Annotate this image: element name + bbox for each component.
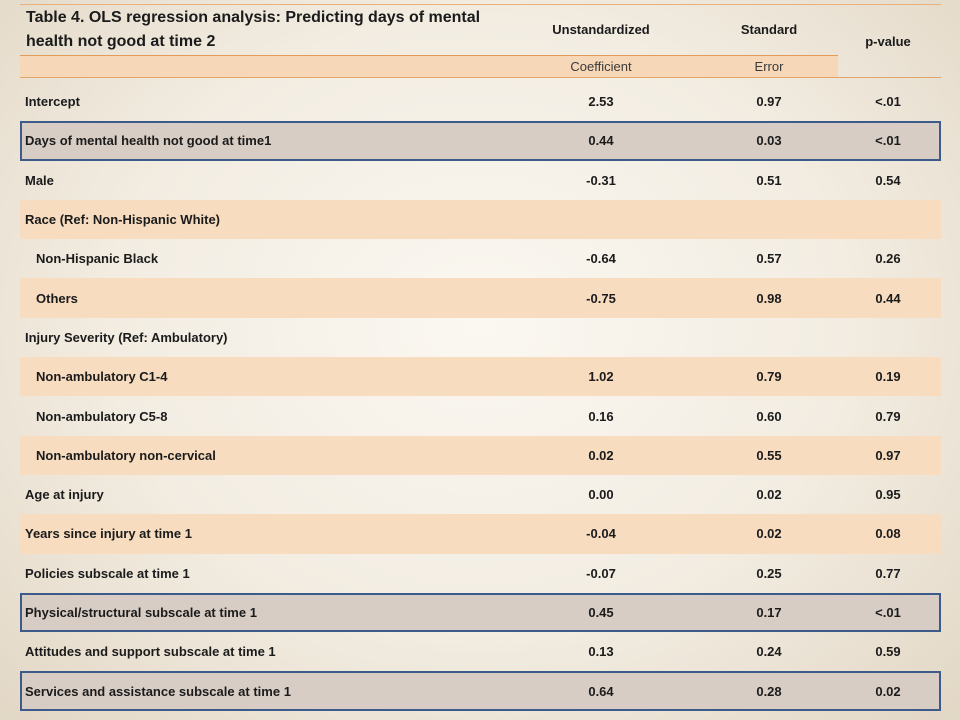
row-label: Race (Ref: Non-Hispanic White) bbox=[25, 212, 221, 228]
table-row: Days of mental health not good at time1 0… bbox=[20, 121, 941, 161]
table-row: Non-ambulatory non-cervical 0.02 0.55 0.97 bbox=[20, 435, 941, 475]
row-label: Policies subscale at time 1 bbox=[25, 565, 190, 581]
row-standard-error: 0.51 bbox=[756, 172, 782, 188]
row-p-value: 0.02 bbox=[875, 683, 901, 699]
row-coefficient: 0.16 bbox=[588, 408, 614, 424]
table-row: Attitudes and support subscale at time 1… bbox=[20, 632, 941, 671]
row-label: Non-ambulatory C1-4 bbox=[36, 369, 168, 385]
row-p-value: 0.26 bbox=[875, 251, 901, 267]
table-row: Non-ambulatory C1-4 1.02 0.79 0.19 bbox=[20, 357, 941, 397]
row-label: Age at injury bbox=[25, 487, 104, 503]
row-coefficient: -0.31 bbox=[586, 172, 616, 188]
row-label: Non-ambulatory non-cervical bbox=[36, 447, 216, 463]
header-rule bbox=[20, 55, 838, 56]
row-label: Male bbox=[25, 172, 54, 188]
table-row: Services and assistance subscale at time… bbox=[20, 671, 941, 711]
table-row: Policies subscale at time 1 -0.07 0.25 0.77 bbox=[20, 554, 941, 593]
row-label: Services and assistance subscale at time… bbox=[25, 683, 291, 699]
row-coefficient: 0.00 bbox=[588, 487, 614, 503]
row-standard-error bbox=[708, 318, 830, 357]
row-p-value: 0.19 bbox=[875, 369, 901, 385]
row-standard-error: 0.28 bbox=[756, 683, 782, 699]
row-label: Attitudes and support subscale at time 1 bbox=[25, 644, 276, 660]
row-p-value: 0.95 bbox=[875, 487, 901, 503]
row-coefficient: 0.45 bbox=[588, 605, 614, 620]
row-p-value: 0.79 bbox=[875, 408, 901, 424]
row-p-value bbox=[845, 200, 931, 239]
table-row: Others -0.75 0.98 0.44 bbox=[20, 278, 941, 318]
row-coefficient bbox=[540, 200, 662, 239]
row-coefficient: 0.13 bbox=[588, 644, 614, 660]
row-coefficient: 2.53 bbox=[588, 94, 614, 110]
row-label: Injury Severity (Ref: Ambulatory) bbox=[25, 329, 228, 345]
row-p-value: <.01 bbox=[875, 133, 901, 149]
row-coefficient: -0.04 bbox=[586, 526, 616, 542]
table-row: Physical/structural subscale at time 1 0.… bbox=[20, 592, 941, 633]
row-standard-error: 0.60 bbox=[756, 408, 782, 424]
table-row: Age at injury 0.00 0.02 0.95 bbox=[20, 475, 941, 514]
row-p-value bbox=[845, 318, 931, 357]
row-coefficient: 0.44 bbox=[588, 133, 614, 149]
row-p-value: 0.44 bbox=[875, 290, 901, 306]
table-body: Intercept 2.53 0.97 <.01 Days of mental heal… bbox=[20, 82, 941, 711]
table-row: Intercept 2.53 0.97 <.01 bbox=[20, 82, 941, 121]
col-se-subheader: Error bbox=[754, 59, 784, 74]
pvalue-header-rule bbox=[838, 77, 941, 78]
header-top-rule bbox=[20, 4, 941, 5]
row-p-value: 0.54 bbox=[875, 172, 901, 188]
row-coefficient: -0.64 bbox=[586, 251, 616, 267]
row-coefficient: -0.07 bbox=[586, 565, 616, 581]
row-label: Years since injury at time 1 bbox=[25, 526, 192, 542]
row-label: Others bbox=[36, 290, 78, 306]
table-row: Non-ambulatory C5-8 0.16 0.60 0.79 bbox=[20, 396, 941, 435]
row-p-value: 0.08 bbox=[875, 526, 901, 542]
row-standard-error: 0.02 bbox=[756, 526, 782, 542]
row-standard-error: 0.24 bbox=[756, 644, 782, 660]
row-label: Non-ambulatory C5-8 bbox=[36, 408, 168, 424]
col-se-header: Standard bbox=[740, 22, 798, 37]
row-label: Days of mental health not good at time1 bbox=[25, 133, 272, 149]
row-coefficient: 0.64 bbox=[588, 683, 614, 699]
row-label: Physical/structural subscale at time 1 bbox=[25, 605, 257, 620]
row-standard-error: 0.17 bbox=[756, 605, 782, 620]
row-p-value: <.01 bbox=[875, 94, 901, 110]
row-label: Intercept bbox=[25, 94, 80, 110]
row-standard-error: 0.55 bbox=[756, 447, 782, 463]
header-subband bbox=[20, 56, 838, 78]
row-standard-error: 0.25 bbox=[756, 565, 782, 581]
row-coefficient: -0.75 bbox=[586, 290, 616, 306]
row-standard-error: 0.98 bbox=[756, 290, 782, 306]
row-standard-error: 0.03 bbox=[756, 133, 782, 149]
row-p-value: <.01 bbox=[875, 605, 901, 620]
row-standard-error: 0.02 bbox=[756, 487, 782, 503]
row-p-value: 0.97 bbox=[875, 447, 901, 463]
row-coefficient: 1.02 bbox=[588, 369, 614, 385]
table-row: Non-Hispanic Black -0.64 0.57 0.26 bbox=[20, 239, 941, 278]
col-coef-header: Unstandardized bbox=[552, 22, 650, 37]
row-standard-error: 0.57 bbox=[756, 251, 782, 267]
row-standard-error: 0.79 bbox=[756, 369, 782, 385]
row-coefficient: 0.02 bbox=[588, 447, 614, 463]
table-row: Male -0.31 0.51 0.54 bbox=[20, 161, 941, 200]
col-pvalue-header: p-value bbox=[865, 34, 911, 49]
row-label: Non-Hispanic Black bbox=[36, 251, 159, 267]
table-row: Years since injury at time 1 -0.04 0.02 0.0… bbox=[20, 514, 941, 554]
row-p-value: 0.59 bbox=[875, 644, 901, 660]
row-coefficient bbox=[540, 318, 662, 357]
table-row: Injury Severity (Ref: Ambulatory) bbox=[20, 318, 941, 357]
row-standard-error: 0.97 bbox=[756, 94, 782, 110]
table-row: Race (Ref: Non-Hispanic White) bbox=[20, 199, 941, 240]
table-title: Table 4. OLS regression analysis: Predic… bbox=[26, 9, 481, 50]
row-standard-error bbox=[708, 200, 830, 239]
col-coef-subheader: Coefficient bbox=[570, 59, 632, 74]
row-p-value: 0.77 bbox=[875, 565, 901, 581]
